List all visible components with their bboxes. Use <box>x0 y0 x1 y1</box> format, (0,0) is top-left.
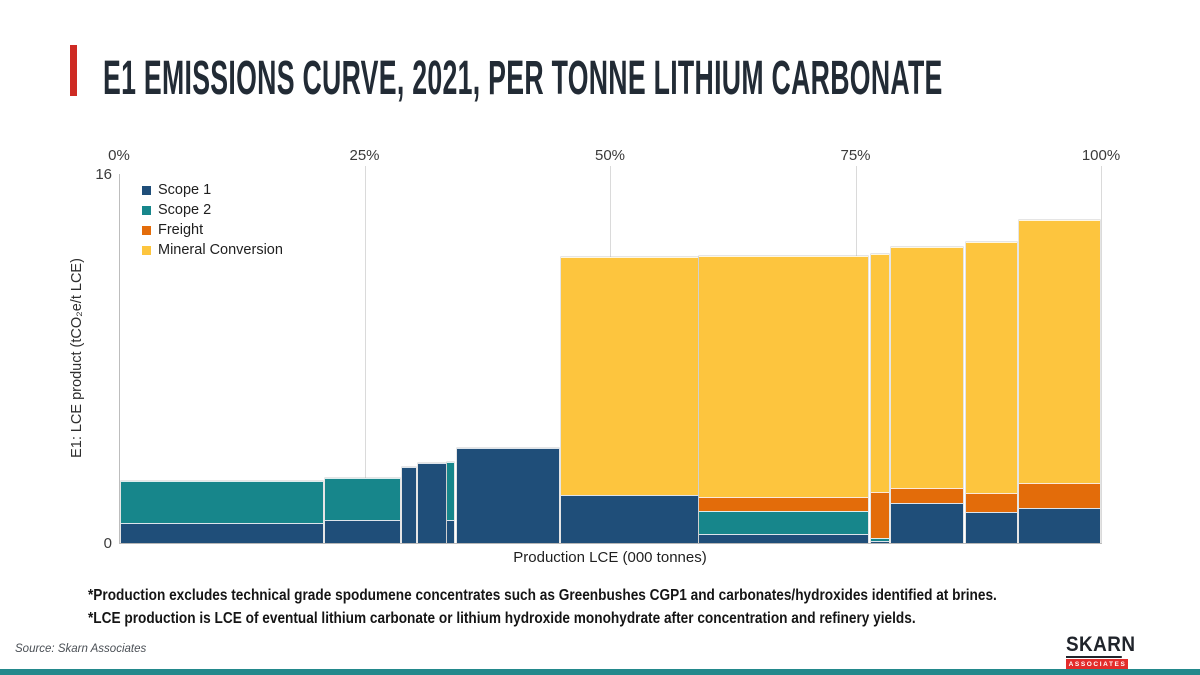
bar-12-segment-mineral <box>1018 220 1101 484</box>
bar-8-segment-scope2 <box>699 510 869 534</box>
bar-10 <box>891 246 964 543</box>
legend-label-scope1: Scope 1 <box>158 182 212 198</box>
legend-swatch-mineral <box>142 245 151 255</box>
bar-8-segment-mineral <box>699 255 869 497</box>
bar-12 <box>1018 220 1101 543</box>
source-text: Source: Skarn Associates <box>15 643 147 655</box>
bar-1-segment-scope1 <box>120 523 324 543</box>
legend-swatch-scope1 <box>142 185 151 195</box>
legend-swatch-freight <box>142 225 151 235</box>
logo-subtitle-bar: ASSOCIATES <box>1066 659 1128 669</box>
bar-4 <box>417 463 446 543</box>
bar-5-segment-scope1 <box>447 519 455 543</box>
bar-7 <box>560 257 698 543</box>
bar-1 <box>120 480 324 543</box>
bar-3-segment-scope1 <box>402 466 416 543</box>
bar-10-segment-mineral <box>891 246 964 488</box>
skarn-logo: SKARN ASSOCIATES <box>1066 633 1136 669</box>
bar-2-segment-scope2 <box>324 478 401 520</box>
legend-swatch-scope2 <box>142 205 151 215</box>
logo-wordmark: SKARN <box>1066 633 1136 658</box>
bar-9-segment-mineral <box>871 253 890 493</box>
bar-7-segment-scope1 <box>560 494 698 543</box>
bar-2-segment-scope1 <box>324 519 401 543</box>
legend-label-freight: Freight <box>158 222 204 238</box>
bar-11-segment-freight <box>965 493 1017 512</box>
footer-accent-bar <box>0 669 1200 675</box>
legend-label-scope2: Scope 2 <box>158 202 212 218</box>
bar-9 <box>871 253 890 543</box>
legend-item-freight: Freight <box>142 220 283 240</box>
gridline-100% <box>1101 166 1102 543</box>
legend-item-scope1: Scope 1 <box>142 180 283 200</box>
bar-12-segment-scope1 <box>1018 508 1101 543</box>
footnotes: *Production excludes technical grade spo… <box>88 584 997 630</box>
chart-legend: Scope 1 Scope 2 Freight Mineral Conversion <box>142 180 283 260</box>
bar-4-segment-scope1 <box>417 463 446 543</box>
bar-8-segment-freight <box>699 496 869 511</box>
gridline-25% <box>364 166 366 543</box>
bar-1-segment-scope2 <box>120 480 324 524</box>
top-axis-tick-label: 25% <box>349 147 380 164</box>
bar-11 <box>965 242 1017 543</box>
title-accent-bar <box>70 45 77 96</box>
y-axis-tick-min: 0 <box>103 535 112 552</box>
bar-10-segment-scope1 <box>891 502 964 543</box>
bar-5 <box>447 462 455 543</box>
page-title: E1 EMISSIONS CURVE, 2021, PER TONNE LITH… <box>103 50 943 105</box>
footnote-line-2: *LCE production is LCE of eventual lithi… <box>88 610 916 627</box>
bar-11-segment-scope1 <box>965 511 1017 543</box>
bar-8 <box>699 255 869 543</box>
bar-12-segment-freight <box>1018 483 1101 509</box>
bar-10-segment-freight <box>891 487 964 503</box>
top-axis-tick-label: 100% <box>1081 147 1121 164</box>
bar-2 <box>324 478 401 543</box>
bar-6 <box>456 448 559 543</box>
legend-item-mineral: Mineral Conversion <box>142 240 283 260</box>
footnote-line-1: *Production excludes technical grade spo… <box>88 587 997 604</box>
bar-11-segment-mineral <box>965 242 1017 494</box>
bar-6-segment-scope1 <box>456 448 559 543</box>
bar-7-segment-mineral <box>560 257 698 495</box>
bar-9-segment-scope2 <box>871 538 890 542</box>
top-axis-tick-label: 0% <box>108 147 130 164</box>
bar-9-segment-freight <box>871 492 890 539</box>
top-axis-tick-label: 75% <box>840 147 871 164</box>
y-axis-title: E1: LCE product (tCO₂e/t LCE) <box>69 258 85 458</box>
bar-9-segment-scope1 <box>871 541 890 543</box>
x-axis-title: Production LCE (000 tonnes) <box>513 549 707 566</box>
bar-8-segment-scope1 <box>699 533 869 543</box>
legend-label-mineral: Mineral Conversion <box>158 242 283 258</box>
bar-3 <box>402 466 416 543</box>
top-axis-tick-label: 50% <box>594 147 626 164</box>
plot-area <box>119 166 1102 544</box>
top-axis-labels: 0% 25% 50% 75% 100% <box>108 147 1120 165</box>
bar-5-segment-scope2 <box>447 462 455 520</box>
legend-item-scope2: Scope 2 <box>142 200 283 220</box>
y-axis-tick-max: 16 <box>95 166 112 183</box>
